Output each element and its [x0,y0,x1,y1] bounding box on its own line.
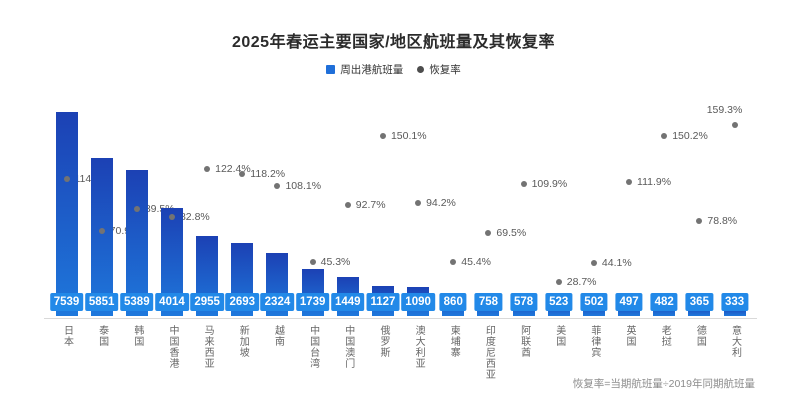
recovery-rate-label: 92.7% [355,198,386,211]
category-label: 越南 [272,325,284,347]
recovery-rate-label: 108.1% [285,180,322,193]
flight-volume-bar[interactable] [688,306,711,316]
dot-series-swatch [417,66,425,73]
volume-value-badge: 1739 [295,293,330,311]
recovery-rate-dot[interactable] [168,213,175,220]
category-label: 老挝 [659,325,671,347]
category-label: 日本 [61,325,73,347]
volume-value-badge: 7539 [49,293,84,311]
recovery-rate-dot[interactable] [344,201,351,208]
recovery-rate-dot[interactable] [731,121,738,128]
category-label: 印度尼西亚 [483,325,495,380]
flight-volume-bar[interactable] [55,112,78,316]
volume-value-badge: 497 [615,293,643,311]
chart-title: 2025年春运主要国家/地区航班量及其恢复率 [231,34,556,51]
volume-value-badge: 5851 [84,293,119,311]
x-axis-line [44,318,757,319]
recovery-rate-label: 45.3% [320,255,351,268]
chart-legend: 周出港航班量 恢复率 [0,62,787,77]
recovery-rate-dot[interactable] [133,205,140,212]
volume-value-badge: 523 [545,293,573,311]
recovery-rate-dot[interactable] [555,278,562,285]
volume-value-badge: 502 [580,293,608,311]
recovery-rate-dot[interactable] [450,258,457,265]
volume-value-badge: 578 [509,293,538,311]
category-label: 新加坡 [237,325,249,358]
recovery-rate-dot[interactable] [696,218,703,225]
volume-value-badge: 2324 [260,293,295,311]
recovery-rate-label: 45.4% [461,255,492,268]
category-label: 泰国 [96,325,108,347]
flight-volume-bar[interactable] [125,170,148,316]
recovery-rate-label: 159.3% [706,103,743,116]
flight-volume-bar[interactable] [723,307,746,316]
category-label: 美国 [553,325,565,347]
category-label: 中国香港 [166,325,178,369]
flight-volume-bar[interactable] [160,207,183,316]
recovery-rate-label: 69.5% [496,226,527,239]
recovery-rate-label: 44.1% [601,257,632,270]
volume-value-badge: 1090 [401,293,435,311]
recovery-rate-label: 150.2% [672,129,708,142]
footnote: 恢复率=当期航班量÷2019年同期航班量 [572,378,755,390]
recovery-rate-dot[interactable] [626,178,633,185]
recovery-rate-label: 111.9% [637,175,672,188]
volume-value-badge: 1449 [330,293,365,311]
recovery-rate-label: 78.8% [707,215,738,228]
legend-item-flight-volume[interactable]: 周出港航班量 [326,62,403,77]
recovery-rate-dot[interactable] [520,181,527,188]
volume-value-badge: 860 [439,293,467,311]
legend-item-recovery-rate[interactable]: 恢复率 [417,62,461,77]
volume-value-badge: 2693 [225,293,260,311]
volume-value-badge: 4014 [155,293,189,311]
recovery-rate-dot[interactable] [485,229,492,236]
volume-value-badge: 2955 [190,293,224,311]
bar-series-swatch [326,65,336,74]
recovery-rate-label: 118.2% [250,168,286,181]
volume-value-badge: 365 [685,293,713,311]
volume-value-badge: 1127 [366,293,400,311]
legend-label-recovery-rate: 恢复率 [429,64,461,76]
recovery-rate-dot[interactable] [63,176,70,183]
recovery-rate-label: 109.9% [531,178,568,191]
category-label: 英国 [624,325,636,347]
category-label: 菲律宾 [588,325,600,358]
recovery-rate-dot[interactable] [98,227,105,234]
recovery-rate-dot[interactable] [239,171,246,178]
volume-value-badge: 758 [474,293,502,311]
category-label: 柬埔寨 [448,325,460,358]
recovery-rate-dot[interactable] [590,260,597,267]
category-label: 俄罗斯 [377,325,389,358]
category-label: 中国澳门 [342,325,354,369]
category-label: 澳大利亚 [413,325,425,369]
recovery-rate-dot[interactable] [204,166,211,173]
category-label: 中国台湾 [307,325,319,369]
recovery-rate-label: 82.8% [179,210,210,223]
category-label: 德国 [694,325,706,347]
recovery-rate-dot[interactable] [379,132,386,139]
recovery-rate-label: 28.7% [566,275,597,288]
category-label: 阿联酋 [518,325,530,358]
legend-label-flight-volume: 周出港航班量 [340,64,404,76]
volume-value-badge: 333 [720,293,749,311]
recovery-rate-label: 122.4% [215,163,251,176]
volume-value-badge: 482 [650,293,678,311]
volume-value-badge: 5389 [120,293,154,311]
category-label: 意大利 [729,325,741,358]
recovery-rate-dot[interactable] [309,258,316,265]
category-label: 马来西亚 [202,325,214,369]
recovery-rate-label: 94.2% [426,196,456,209]
category-label: 韩国 [131,325,143,347]
recovery-rate-dot[interactable] [274,183,281,190]
recovery-rate-dot[interactable] [661,132,668,139]
recovery-rate-dot[interactable] [415,199,422,206]
flight-volume-bar[interactable] [90,158,113,316]
recovery-rate-label: 150.1% [390,129,427,142]
